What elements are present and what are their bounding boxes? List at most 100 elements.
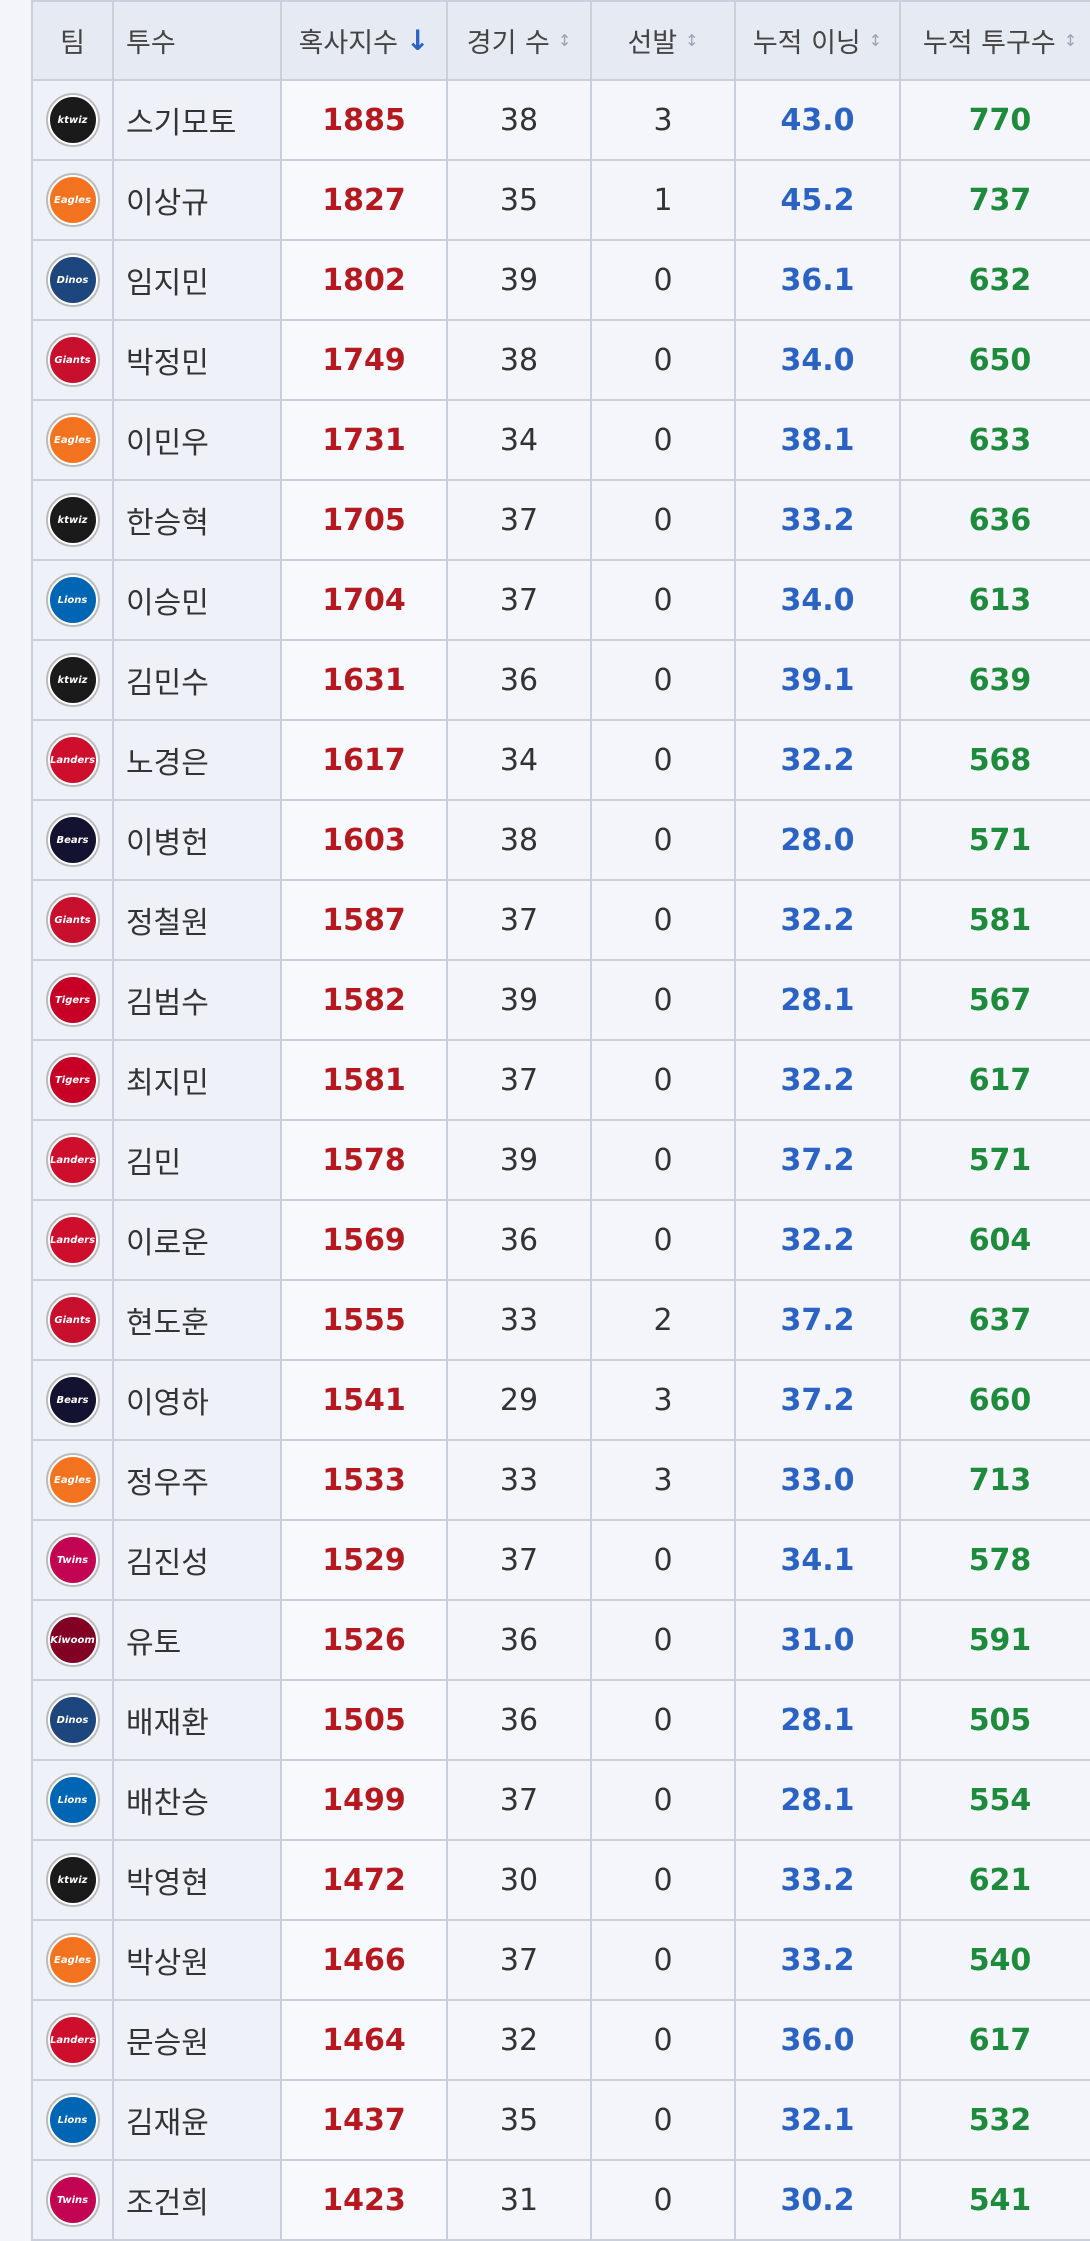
stat-value: 32.2 xyxy=(780,1062,855,1098)
pitcher-name-text: 조건희 xyxy=(126,2186,209,2221)
stat-value: 31.0 xyxy=(780,1622,855,1658)
stat-cell: 1526 xyxy=(282,1601,448,1681)
stat-cell: 29 xyxy=(448,1361,592,1441)
stat-cell: 0 xyxy=(592,961,736,1041)
stat-cell: 1617 xyxy=(282,721,448,801)
stat-value: 32.1 xyxy=(780,2102,855,2138)
pitcher-name: 노경은 xyxy=(114,721,282,801)
header-text: 누적 투구수 xyxy=(922,28,1056,59)
pitcher-name: 이병헌 xyxy=(114,801,282,881)
stat-cell: 637 xyxy=(901,1281,1090,1361)
team-cell: Giants xyxy=(31,1281,114,1361)
stat-value: 637 xyxy=(968,1302,1032,1338)
stat-cell: 604 xyxy=(901,1201,1090,1281)
pitcher-name: 조건희 xyxy=(114,2161,282,2241)
stat-value: 639 xyxy=(968,662,1032,698)
stat-cell: 621 xyxy=(901,1841,1090,1921)
stat-cell: 39 xyxy=(448,961,592,1041)
stat-value: 39.1 xyxy=(780,662,855,698)
stat-cell: 33.0 xyxy=(736,1441,901,1521)
stat-value: 1749 xyxy=(322,342,406,378)
column-header[interactable]: 선발 ↕ xyxy=(592,0,736,81)
stat-value: 3 xyxy=(653,102,673,138)
stat-value: 33.2 xyxy=(780,1862,855,1898)
sort-icon: ↕ xyxy=(868,31,883,50)
stat-cell: 0 xyxy=(592,321,736,401)
stat-cell: 713 xyxy=(901,1441,1090,1521)
stat-value: 32 xyxy=(499,2022,539,2058)
stat-value: 0 xyxy=(653,1862,673,1898)
stat-cell: 633 xyxy=(901,401,1090,481)
team-cell: Bears xyxy=(31,801,114,881)
pitcher-name-text: 노경은 xyxy=(126,746,209,781)
stat-value: 37 xyxy=(499,582,539,618)
stat-value: 1603 xyxy=(322,822,406,858)
stat-cell: 33 xyxy=(448,1281,592,1361)
stat-value: 1464 xyxy=(322,2022,406,2058)
pitcher-name: 한승혁 xyxy=(114,481,282,561)
stat-value: 1587 xyxy=(322,902,406,938)
stat-value: 37 xyxy=(499,902,539,938)
stat-value: 32.2 xyxy=(780,902,855,938)
stat-value: 32.2 xyxy=(780,742,855,778)
team-logo: Bears xyxy=(47,815,98,865)
stat-cell: 1603 xyxy=(282,801,448,881)
column-header[interactable]: 누적 이닝 ↕ xyxy=(736,0,901,81)
sort-icon: ↓ xyxy=(405,24,430,57)
team-cell: Dinos xyxy=(31,1681,114,1761)
stat-cell: 39 xyxy=(448,1121,592,1201)
stat-cell: 0 xyxy=(592,1841,736,1921)
pitcher-name: 이영하 xyxy=(114,1361,282,1441)
stat-value: 1581 xyxy=(322,1062,406,1098)
team-cell: ktwiz xyxy=(31,1841,114,1921)
stat-value: 37 xyxy=(499,1062,539,1098)
stat-value: 1704 xyxy=(322,582,406,618)
stat-cell: 32.2 xyxy=(736,1041,901,1121)
stat-value: 39 xyxy=(499,262,539,298)
pitcher-name-text: 김진성 xyxy=(126,1546,209,1581)
pitcher-name: 김진성 xyxy=(114,1521,282,1601)
team-cell: Eagles xyxy=(31,1441,114,1521)
stat-value: 0 xyxy=(653,502,673,538)
team-cell: Twins xyxy=(31,2161,114,2241)
stat-value: 0 xyxy=(653,902,673,938)
column-header[interactable]: 누적 투구수 ↕ xyxy=(901,0,1090,81)
stat-cell: 28.0 xyxy=(736,801,901,881)
stat-cell: 0 xyxy=(592,801,736,881)
team-logo: Lions xyxy=(47,575,98,625)
stat-value: 1578 xyxy=(322,1142,406,1178)
team-logo: Twins xyxy=(47,1535,98,1585)
team-logo: Landers xyxy=(47,2015,98,2065)
stat-cell: 2 xyxy=(592,1281,736,1361)
stat-value: 0 xyxy=(653,422,673,458)
team-logo: Dinos xyxy=(47,255,98,305)
stat-cell: 0 xyxy=(592,561,736,641)
stat-value: 0 xyxy=(653,1062,673,1098)
team-cell: Landers xyxy=(31,721,114,801)
stat-cell: 1505 xyxy=(282,1681,448,1761)
stat-cell: 1555 xyxy=(282,1281,448,1361)
pitcher-name: 이로운 xyxy=(114,1201,282,1281)
pitcher-name-text: 이승민 xyxy=(126,586,209,621)
stat-value: 37.2 xyxy=(780,1382,855,1418)
stat-value: 0 xyxy=(653,662,673,698)
column-header[interactable]: 경기 수 ↕ xyxy=(448,0,592,81)
stat-value: 37.2 xyxy=(780,1302,855,1338)
team-cell: Twins xyxy=(31,1521,114,1601)
pitcher-name: 박영현 xyxy=(114,1841,282,1921)
stat-cell: 30.2 xyxy=(736,2161,901,2241)
stat-cell: 39 xyxy=(448,241,592,321)
header-text: 혹사지수 xyxy=(298,28,398,59)
stat-cell: 632 xyxy=(901,241,1090,321)
stat-cell: 1 xyxy=(592,161,736,241)
stat-value: 36 xyxy=(499,1622,539,1658)
team-cell: Landers xyxy=(31,1201,114,1281)
pitcher-name: 김범수 xyxy=(114,961,282,1041)
column-header[interactable]: 혹사지수 ↓ xyxy=(282,0,448,81)
pitcher-name-text: 김재윤 xyxy=(126,2106,209,2141)
stat-value: 0 xyxy=(653,2022,673,2058)
team-logo: Eagles xyxy=(47,1455,98,1505)
stat-value: 591 xyxy=(968,1622,1032,1658)
stat-value: 1 xyxy=(653,182,673,218)
pitcher-name-text: 최지민 xyxy=(126,1066,209,1101)
